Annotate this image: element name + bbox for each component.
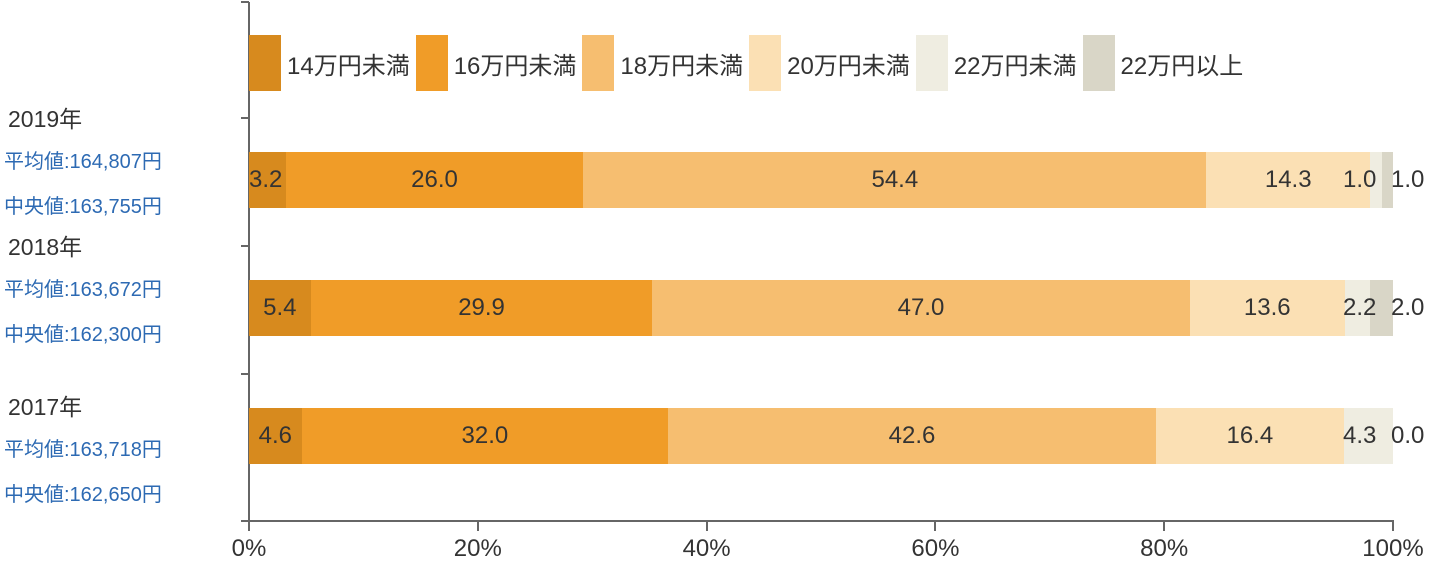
legend-swatch (916, 35, 948, 91)
x-tick-label: 60% (911, 535, 959, 563)
x-tick-label: 0% (232, 535, 267, 563)
legend-item: 22万円以上 (1083, 35, 1250, 91)
segment-value: 5.4 (263, 294, 296, 322)
x-tick (248, 521, 250, 531)
segment-value-outside: 2.0 (1391, 294, 1424, 322)
segment-value: 16.4 (1226, 422, 1273, 450)
bar-segment: 42.6 (668, 408, 1156, 464)
bar-segment: 4.6 (249, 408, 302, 464)
segment-value: 3.2 (249, 166, 282, 194)
bar-segment: 16.4 (1156, 408, 1344, 464)
legend-swatch (249, 35, 281, 91)
bar-segment: 26.0 (286, 152, 584, 208)
segment-value-outside: 1.0 (1391, 166, 1424, 194)
stacked-bar: 3.2 26.0 54.4 14.3 (249, 152, 1393, 208)
y-tick (241, 117, 249, 119)
segment-value-outside: 2.2 (1343, 294, 1376, 322)
segment-value: 14.3 (1265, 166, 1312, 194)
segment-value: 47.0 (898, 294, 945, 322)
segment-value-outside: 1.0 (1343, 166, 1376, 194)
mean-label: 平均値:164,807円 (4, 145, 162, 174)
legend-swatch (416, 35, 448, 91)
legend-item: 22万円未満 (916, 35, 1083, 91)
legend-swatch (1083, 35, 1115, 91)
chart-root: 14万円未満 16万円未満 18万円未満 20万円未満 22万円未満 22万円以上 0% 2… (0, 0, 1440, 576)
legend: 14万円未満 16万円未満 18万円未満 20万円未満 22万円未満 22万円以上 (249, 35, 1249, 91)
legend-item: 20万円未満 (749, 35, 916, 91)
x-tick (934, 521, 936, 531)
segment-value-outside: 0.0 (1391, 422, 1424, 450)
year-label: 2019年 (8, 100, 82, 134)
segment-value-outside: 4.3 (1343, 422, 1376, 450)
legend-label: 22万円未満 (948, 46, 1083, 81)
year-label: 2017年 (8, 388, 82, 422)
legend-label: 16万円未満 (448, 46, 583, 81)
x-tick-label: 100% (1362, 535, 1423, 563)
bar-segment: 32.0 (302, 408, 668, 464)
segment-value: 26.0 (411, 166, 458, 194)
bar-segment: 13.6 (1190, 280, 1345, 336)
bar-segment: 3.2 (249, 152, 286, 208)
legend-item: 14万円未満 (249, 35, 416, 91)
legend-swatch (749, 35, 781, 91)
legend-item: 16万円未満 (416, 35, 583, 91)
segment-value: 32.0 (462, 422, 509, 450)
segment-value: 13.6 (1244, 294, 1291, 322)
mean-label: 平均値:163,672円 (4, 273, 162, 302)
median-label: 中央値:163,755円 (4, 190, 162, 219)
x-tick (477, 521, 479, 531)
legend-label: 14万円未満 (281, 46, 416, 81)
legend-label: 18万円未満 (614, 46, 749, 81)
bar-segment: 47.0 (652, 280, 1189, 336)
legend-swatch (582, 35, 614, 91)
x-tick-label: 80% (1140, 535, 1188, 563)
legend-label: 22万円以上 (1115, 46, 1250, 81)
segment-value: 54.4 (871, 166, 918, 194)
mean-label: 平均値:163,718円 (4, 433, 162, 462)
median-label: 中央値:162,650円 (4, 478, 162, 507)
x-axis (248, 520, 1394, 522)
y-tick (241, 245, 249, 247)
legend-item: 18万円未満 (582, 35, 749, 91)
segment-value: 42.6 (889, 422, 936, 450)
x-tick (1163, 521, 1165, 531)
bar-segment: 5.4 (249, 280, 311, 336)
segment-value: 29.9 (458, 294, 505, 322)
y-tick (241, 1, 249, 3)
stacked-bar: 5.4 29.9 47.0 13.6 (249, 280, 1393, 336)
x-tick (706, 521, 708, 531)
stacked-bar: 4.6 32.0 42.6 16.4 (249, 408, 1393, 464)
y-tick (241, 373, 249, 375)
y-tick (241, 520, 249, 522)
x-tick (1392, 521, 1394, 531)
segment-value: 4.6 (259, 422, 292, 450)
bar-segment: 54.4 (583, 152, 1206, 208)
bar-segment: 29.9 (311, 280, 653, 336)
x-tick-label: 40% (683, 535, 731, 563)
median-label: 中央値:162,300円 (4, 318, 162, 347)
year-label: 2018年 (8, 228, 82, 262)
x-tick-label: 20% (454, 535, 502, 563)
legend-label: 20万円未満 (781, 46, 916, 81)
